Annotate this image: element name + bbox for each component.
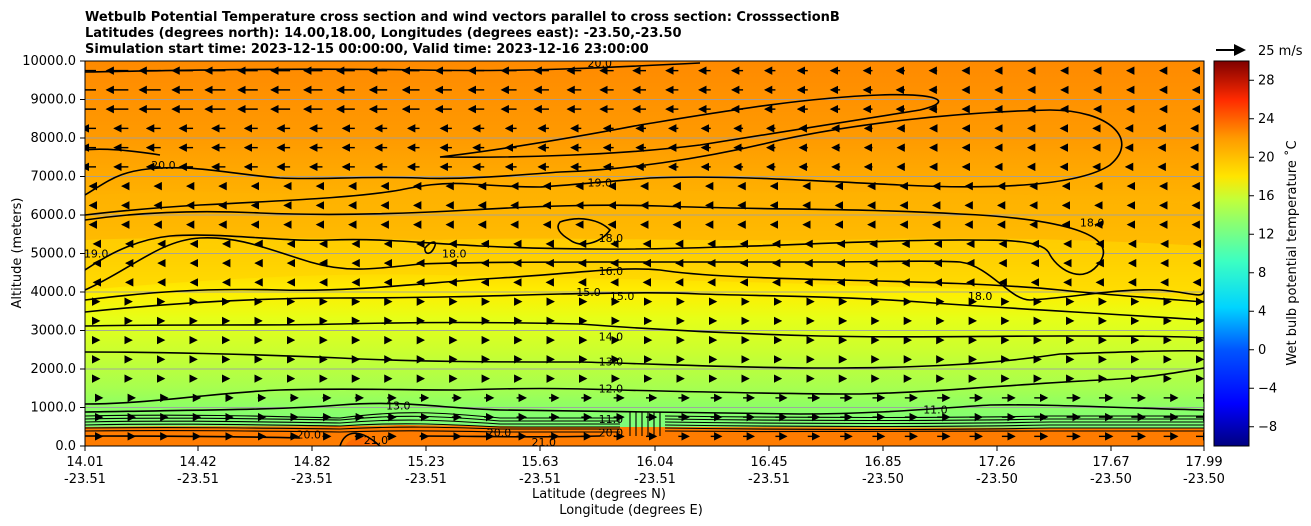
contour-label: 19.0 [84,248,109,261]
x-tick-label-lat: 14.82 [293,455,330,470]
x-tick-label-lat: 16.04 [636,455,673,470]
y-tick-label: 1000.0 [31,401,77,416]
contour-line-upper-cell [557,218,612,245]
title-line-3: Simulation start time: 2023-12-15 00:00:… [85,42,649,57]
contour-line-11 [85,402,1204,415]
contour-line-20-low-left [85,435,301,439]
x-tick-label-lon: -23.50 [1183,472,1225,487]
x-tick-label-lat: 17.26 [978,455,1015,470]
title-line-2: Latitudes (degrees north): 14.00,18.00, … [85,26,682,41]
y-tick-label: 0.0 [55,439,76,454]
y-tick-label: 4000.0 [31,285,77,300]
x-axis: 14.01 -23.51 14.42 -23.51 14.82 -23.51 15.23 -2… [64,446,1225,487]
x-tick-label-lat: 15.63 [521,455,558,470]
contour-line-13 [85,349,1204,369]
colorbar-tick-label: 24 [1258,112,1275,127]
colorbar-tick-label: 12 [1258,227,1275,242]
contour-label: 13.0 [386,400,411,413]
x-tick-label-lon: -23.50 [1090,472,1132,487]
shading-band-upper [85,187,1204,246]
y-tick-label: 7000.0 [31,170,77,185]
contour-line-16 [85,268,1204,303]
x-tick-label-lon: -23.51 [177,472,219,487]
contour-label: 18.0 [1080,217,1105,230]
wind-key: 25 m/s [1216,44,1303,59]
x-tick-label-lon: -23.51 [519,472,561,487]
y-tick-label: 5000.0 [31,247,77,262]
contour-label: 20.0 [297,428,322,441]
contour-label: 20.0 [487,427,512,440]
colorbar-label: Wet bulb potential temperature ˚C [1284,140,1300,365]
contour-label: 20.0 [151,159,176,172]
contour-label: 14.0 [599,330,624,343]
x-tick-label-lon: -23.51 [634,472,676,487]
y-tick-label: 8000.0 [31,131,77,146]
x-tick-label-lat: 15.23 [407,455,444,470]
x-tick-label-lon: -23.51 [748,472,790,487]
contour-line-small-closed [424,241,437,255]
contour-label: 20.0 [599,427,624,440]
colorbar-tick-label: 16 [1258,189,1275,204]
contour-line-19-upper [85,204,1105,275]
x-tick-label-lon: -23.51 [405,472,447,487]
y-axis-label: Altitude (meters) [10,198,25,309]
y-axis: 0.0 1000.0 2000.0 3000.0 4000.0 5000.0 6000.0 7… [22,54,85,454]
x-tick-label-lat: 16.85 [864,455,901,470]
colorbar-tick-label: 4 [1258,304,1266,319]
x-tick-label-lat: 14.42 [179,455,216,470]
plot-area: 20.0 20.0 19.0 19.0 18.0 18.0 18.0 18.0 16.0 15.0… [84,57,1204,449]
contour-label: 20.0 [587,57,612,70]
contour-label: 16.0 [599,265,624,278]
x-tick-label-lon: -23.50 [862,472,904,487]
contour-label: 12.0 [599,382,624,395]
colorbar-tick-label: 8 [1258,266,1266,281]
contour-label: 21.0 [532,436,557,449]
contour-label: 11.0 [923,403,948,416]
y-tick-label: 6000.0 [31,208,77,223]
y-tick-label: 10000.0 [22,54,76,69]
colorbar-tick-label: 0 [1258,343,1266,358]
colorbar-tick-label: −4 [1258,381,1277,396]
contour-label: 19.0 [587,176,612,189]
x-axis-label: Latitude (degrees N) [532,487,666,502]
contour-label: 18.0 [968,290,993,303]
y-tick-label: 9000.0 [31,93,77,108]
x-tick-label-lat: 14.01 [66,455,103,470]
contour-label: 18.0 [442,248,467,261]
wind-vectors [85,66,1204,441]
colorbar-tick-label: 20 [1258,150,1275,165]
x-tick-label-lon: -23.51 [64,472,106,487]
colorbar-tick-label: 28 [1258,73,1275,88]
contour-label: 15.0 [576,286,601,299]
contour-label: 13.0 [599,355,624,368]
grid-lines [85,99,1204,408]
x-tick-label-lat: 16.45 [750,455,787,470]
contour-line-21 [339,432,381,446]
colorbar-frame [1213,60,1250,447]
contour-label: 11.0 [599,413,624,426]
colorbar: −8 −4 0 4 8 12 16 20 24 28 Wet bulb potential tem… [1213,60,1300,447]
colorbar-fill [1214,61,1249,446]
wind-key-label: 25 m/s [1258,44,1303,59]
x-tick-label-lon: -23.51 [291,472,333,487]
contour-label: 18.0 [599,232,624,245]
x-tick-label-lat: 17.67 [1092,455,1129,470]
contour-line-20-low-right [419,435,601,438]
title-line-1: Wetbulb Potential Temperature cross sect… [85,10,840,25]
contour-label: 21.0 [364,434,389,447]
y-tick-label: 2000.0 [31,362,77,377]
x-axis-label-secondary: Longitude (degrees E) [559,503,703,518]
colorbar-ticks: −8 −4 0 4 8 12 16 20 24 28 [1249,73,1277,435]
contour-labels: 20.0 20.0 19.0 19.0 18.0 18.0 18.0 18.0 16.0 15.0… [84,57,1105,449]
x-tick-label-lat: 17.99 [1185,455,1222,470]
x-tick-label-lon: -23.50 [976,472,1018,487]
colorbar-tick-label: −8 [1258,420,1277,435]
contour-line-14 [85,321,1204,339]
contour-label: 15.0 [610,290,635,303]
y-tick-label: 3000.0 [31,324,77,339]
